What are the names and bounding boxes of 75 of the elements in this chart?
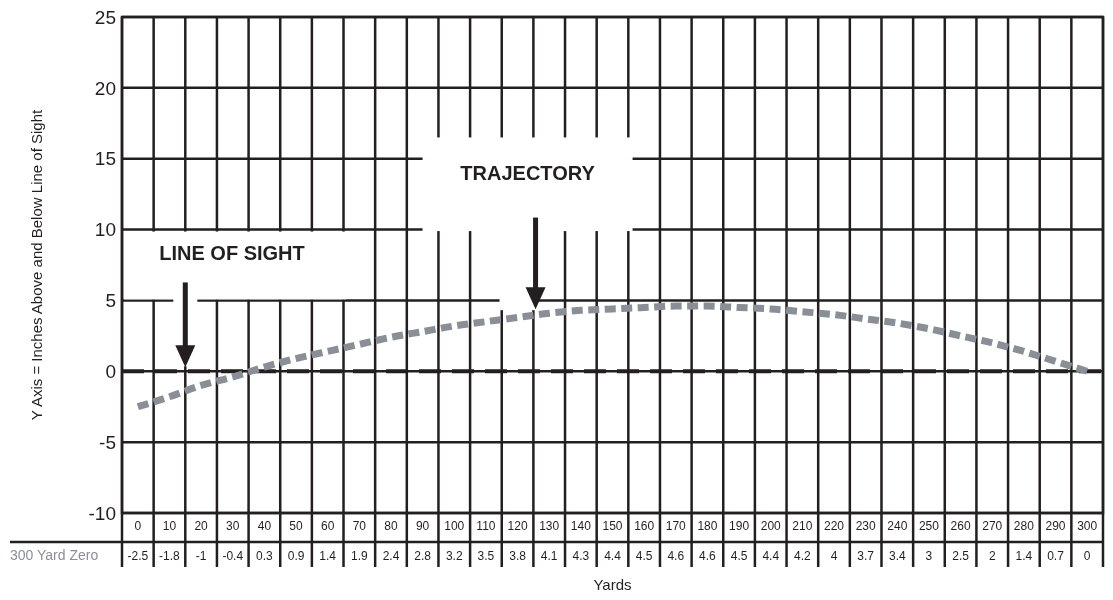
y-tick-label: -10 bbox=[88, 502, 116, 524]
x-tick-label: 20 bbox=[194, 519, 209, 533]
data-label: 1.9 bbox=[350, 549, 368, 563]
x-tick-label: 210 bbox=[792, 519, 813, 533]
data-label: 4.2 bbox=[794, 549, 812, 563]
x-tick-label: 50 bbox=[289, 519, 304, 533]
data-label: 4.6 bbox=[667, 549, 685, 563]
data-label: 2.4 bbox=[382, 549, 400, 563]
data-label: 3.7 bbox=[857, 549, 875, 563]
data-label: 4.5 bbox=[635, 549, 653, 563]
y-tick-label: 10 bbox=[94, 219, 116, 241]
data-label: 0 bbox=[1083, 549, 1091, 563]
x-tick-label: 240 bbox=[887, 519, 908, 533]
data-label: 3.5 bbox=[477, 549, 495, 563]
x-tick-label: 10 bbox=[162, 519, 177, 533]
x-axis-title: Yards bbox=[593, 576, 632, 593]
x-tick-label: 150 bbox=[602, 519, 623, 533]
annotation: TRAJECTORY bbox=[460, 161, 596, 184]
data-label: 0.7 bbox=[1047, 549, 1065, 563]
x-tick-label: 260 bbox=[950, 519, 971, 533]
x-tick-label: 250 bbox=[918, 519, 940, 533]
data-label: 1.4 bbox=[319, 549, 337, 563]
y-tick-label: 20 bbox=[94, 77, 116, 99]
x-tick-label: 270 bbox=[982, 519, 1003, 533]
data-label: 4.6 bbox=[699, 549, 717, 563]
x-tick-label: 100 bbox=[444, 519, 465, 533]
x-tick-label: 180 bbox=[697, 519, 718, 533]
x-tick-label: 120 bbox=[507, 519, 528, 533]
data-label: 3.4 bbox=[888, 549, 906, 563]
x-tick-label: 170 bbox=[665, 519, 687, 533]
data-label: 3 bbox=[925, 549, 933, 563]
x-tick-label: 140 bbox=[570, 519, 592, 533]
data-label: -0.4 bbox=[222, 549, 244, 563]
x-tick-label: 130 bbox=[539, 519, 560, 533]
data-label: -1.8 bbox=[159, 549, 181, 563]
x-tick-label: 290 bbox=[1045, 519, 1066, 533]
data-label: -2.5 bbox=[127, 549, 149, 563]
x-tick-label: 70 bbox=[352, 519, 367, 533]
data-label: 4.5 bbox=[730, 549, 748, 563]
x-tick-label: 160 bbox=[634, 519, 655, 533]
data-label: 4.3 bbox=[572, 549, 590, 563]
x-tick-label: 80 bbox=[384, 519, 398, 533]
data-label: 4.1 bbox=[540, 549, 558, 563]
x-tick-label: 30 bbox=[226, 519, 240, 533]
x-tick-label: 200 bbox=[760, 519, 782, 533]
x-tick-label: 90 bbox=[415, 519, 430, 533]
data-label: -1 bbox=[195, 549, 207, 563]
x-tick-label: 280 bbox=[1013, 519, 1035, 533]
data-label: 1.4 bbox=[1015, 549, 1033, 563]
x-tick-label: 190 bbox=[729, 519, 750, 533]
data-label: 0.3 bbox=[256, 549, 274, 563]
data-label: 0.9 bbox=[287, 549, 305, 563]
data-label: 2.8 bbox=[414, 549, 432, 563]
x-tick-label: 220 bbox=[824, 519, 845, 533]
data-label: 4 bbox=[830, 549, 838, 563]
text: 300 Yard Zero bbox=[10, 547, 99, 563]
x-tick-label: 300 bbox=[1077, 519, 1098, 533]
y-tick-label: -5 bbox=[99, 431, 116, 453]
data-label: 3.2 bbox=[445, 549, 463, 563]
data-label: 2 bbox=[988, 549, 996, 563]
x-tick-label: 60 bbox=[321, 519, 335, 533]
y-tick-label: 25 bbox=[94, 6, 116, 28]
data-label: 4.4 bbox=[604, 549, 622, 563]
y-tick-label: 0 bbox=[105, 360, 116, 382]
data-label: 3.8 bbox=[509, 549, 527, 563]
x-tick-label: 230 bbox=[855, 519, 876, 533]
data-label: 4.4 bbox=[762, 549, 780, 563]
data-label: 2.5 bbox=[952, 549, 970, 563]
y-tick-label: 5 bbox=[105, 290, 116, 312]
x-tick-label: 0 bbox=[134, 519, 142, 533]
y-tick-label: 15 bbox=[94, 148, 116, 170]
x-tick-label: 40 bbox=[257, 519, 272, 533]
ref-line-label: LINE OF SIGHT bbox=[159, 241, 305, 264]
x-tick-label: 110 bbox=[476, 519, 496, 533]
y-axis-title: Y Axis = Inches Above and Below Line of Sight bbox=[28, 109, 45, 421]
